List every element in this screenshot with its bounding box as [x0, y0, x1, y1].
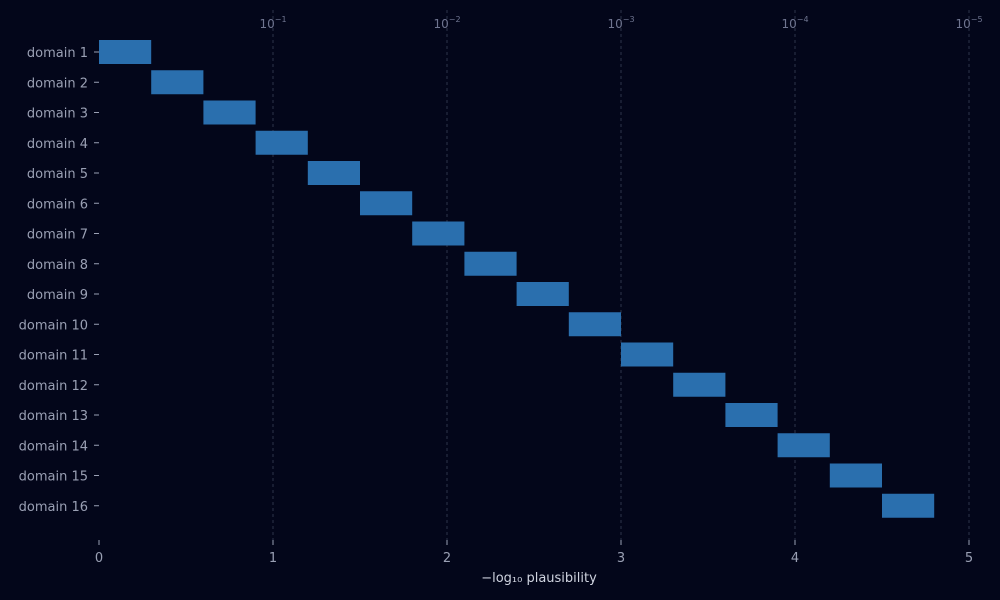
x-tick-label: 1 — [269, 551, 277, 566]
y-tick-label: domain 15 — [19, 470, 88, 485]
x-tick-label: 0 — [95, 551, 103, 566]
bar — [255, 130, 308, 155]
bar — [412, 221, 465, 246]
top-tick-label: 10−5 — [955, 15, 982, 31]
bars — [99, 40, 935, 518]
top-tick-label: 10−4 — [781, 15, 808, 31]
top-axis: 10−1 10−2 10−3 10−4 10−5 — [259, 15, 982, 31]
bar — [777, 433, 830, 458]
bar — [673, 372, 726, 397]
bar — [307, 161, 360, 185]
y-tick-label: domain 11 — [19, 349, 88, 364]
bar — [725, 403, 778, 427]
y-tick-label: domain 16 — [19, 500, 88, 515]
y-tick-label: domain 8 — [27, 258, 88, 273]
bar — [621, 342, 674, 367]
bar — [882, 493, 935, 518]
x-tick-label: 4 — [791, 551, 799, 566]
x-axis-label: −log₁₀ plausibility — [481, 571, 597, 586]
bar — [360, 191, 413, 216]
bar — [203, 100, 256, 125]
top-tick-label: 10−3 — [607, 15, 634, 31]
bar — [516, 282, 569, 306]
bar — [568, 312, 621, 337]
y-tick-label: domain 3 — [27, 107, 88, 122]
top-tick-label: 10−1 — [259, 15, 286, 31]
y-tick-label: domain 14 — [19, 439, 88, 454]
x-axis: 0 1 2 3 4 5 — [95, 540, 973, 566]
y-tick-label: domain 4 — [27, 137, 88, 152]
x-tick-label: 2 — [443, 551, 451, 566]
y-axis: domain 1 domain 2 domain 3 domain 4 domain 5… — [19, 46, 99, 515]
bar — [151, 70, 204, 95]
bar — [464, 251, 517, 276]
bar — [99, 40, 152, 64]
y-tick-label: domain 12 — [19, 379, 88, 394]
y-tick-label: domain 1 — [27, 46, 88, 61]
x-tick-label: 3 — [617, 551, 625, 566]
top-tick-label: 10−2 — [433, 15, 460, 31]
x-tick-label: 5 — [965, 551, 973, 566]
y-tick-label: domain 2 — [27, 76, 88, 91]
y-tick-label: domain 5 — [27, 167, 88, 182]
y-tick-label: domain 10 — [19, 318, 88, 333]
y-tick-label: domain 9 — [27, 288, 88, 303]
y-tick-label: domain 6 — [27, 197, 88, 212]
y-tick-label: domain 7 — [27, 228, 88, 243]
grid-lines — [272, 10, 970, 540]
bar — [829, 463, 882, 488]
y-tick-label: domain 13 — [19, 409, 88, 424]
